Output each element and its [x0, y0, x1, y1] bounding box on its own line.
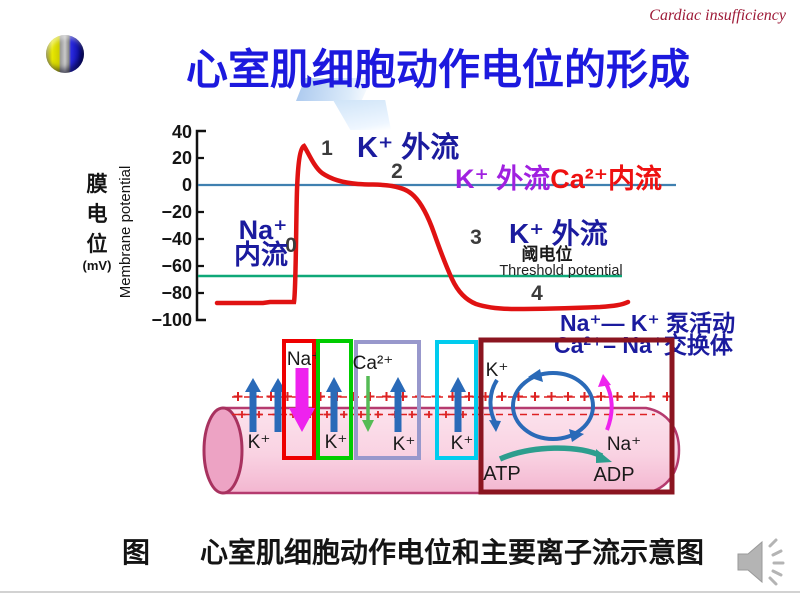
pump-cycle-arrow-bottom — [569, 429, 584, 442]
k-efflux-arrow-2 — [390, 377, 406, 432]
figure-caption: 图 心室肌细胞动作电位和主要离子流示意图 — [122, 531, 704, 571]
atp-label: ATP — [483, 463, 520, 485]
caption-fig-word: 图 — [122, 537, 151, 568]
ytick-40: 40 — [172, 122, 192, 142]
pump-label-line1: Na⁺— K⁺ 泵活动 — [560, 310, 735, 336]
pump-exchanger-box — [478, 337, 675, 495]
pump-k-ion-label: K⁺ — [486, 360, 509, 381]
k-efflux-label-phase1: K⁺ 外流 — [357, 131, 459, 164]
sphere-bullet-icon — [46, 35, 84, 73]
phase-0-label: 0 — [285, 234, 297, 257]
action-potential-curve — [214, 143, 631, 312]
k-efflux-arrow-left-1 — [245, 378, 261, 432]
atp-adp-arrow — [498, 445, 604, 462]
cell-cylinder-cap — [202, 406, 244, 495]
k-efflux-part: K⁺ 外流 — [455, 164, 550, 194]
pump-na-ion-label: Na⁺ — [607, 434, 641, 455]
k-efflux-label-phase3: K⁺ 外流 — [509, 218, 608, 249]
ytick--20: −20 — [161, 202, 192, 222]
k-efflux-arrow-1 — [326, 377, 342, 432]
ytick-0: 0 — [182, 175, 192, 195]
k-ion-label-2: K⁺ — [393, 434, 416, 455]
ytick--40: −40 — [161, 229, 192, 249]
k-ion-label-left: K⁺ — [248, 432, 271, 453]
k-channel-box-1 — [316, 339, 353, 460]
na-influx-arrow — [289, 368, 315, 432]
membrane-diagram: K⁺ Na⁺ K⁺ Ca²⁺ K⁺ K⁺ K⁺ — [202, 337, 681, 495]
y-axis-cn-3: 位 — [87, 232, 108, 256]
phase-4-label: 4 — [531, 282, 543, 305]
pump-na-out-arrow-head — [598, 374, 611, 387]
ytick-20: 20 — [172, 148, 192, 168]
slide-bottom-rule — [0, 591, 800, 593]
ytick--100: −100 — [151, 310, 192, 330]
caption-text: 心室肌细胞动作电位和主要离子流示意图 — [200, 537, 705, 568]
pump-k-in-arrow-head — [489, 420, 501, 432]
y-axis-title: 膜 电 位 (mV) Membrane potential — [83, 166, 134, 299]
k-efflux-arrow-3 — [450, 377, 466, 432]
pump-cycle-arrow-top — [528, 369, 543, 382]
ca-ion-label: Ca²⁺ — [353, 353, 394, 374]
ytick--60: −60 — [161, 256, 192, 276]
action-potential-graph: 40 20 0 −20 −40 −60 −80 −100 膜 电 位 (mV) … — [83, 122, 736, 358]
threshold-label-cn: 阈电位 — [522, 244, 573, 264]
pump-cycle-circle — [511, 371, 595, 441]
atp-adp-arrow-head — [596, 449, 612, 463]
corner-course-label: Cardiac insufficiency — [649, 7, 786, 24]
phase-2-label: 2 — [391, 160, 403, 183]
y-axis-ticks — [197, 156, 204, 295]
title-accent-shape — [296, 78, 372, 101]
na-channel-box — [282, 339, 316, 460]
phase-3-label: 3 — [470, 226, 482, 249]
phase-numbers: 0 1 2 3 4 — [285, 137, 543, 305]
threshold-label-en: Threshold potential — [499, 263, 622, 279]
ca-channel-box — [354, 340, 421, 460]
adp-label: ADP — [593, 464, 634, 486]
pump-label-line2: Ca²⁺– Na⁺交换体 — [554, 332, 734, 358]
ytick--80: −80 — [161, 283, 192, 303]
pump-k-in-arrow — [488, 378, 499, 425]
y-axis-unit: (mV) — [83, 258, 112, 273]
k-efflux-ca-influx-label: K⁺ 外流Ca²⁺内流 — [455, 164, 662, 194]
y-tick-labels: 40 20 0 −20 −40 −60 −80 −100 — [151, 122, 192, 330]
y-axis-cn-1: 膜 — [87, 172, 108, 196]
y-axis-cn-2: 电 — [87, 203, 108, 226]
ca-influx-part: Ca²⁺内流 — [550, 164, 662, 194]
phase-1-label: 1 — [321, 137, 333, 160]
y-axis-en-label: Membrane potential — [117, 166, 134, 299]
slide-title: 心室肌细胞动作电位的形成 — [186, 46, 691, 93]
na-ion-label: Na⁺ — [287, 349, 321, 370]
k-channel-box-3 — [435, 340, 478, 460]
ca-influx-arrow-head — [362, 420, 374, 432]
k-ion-label-3: K⁺ — [451, 433, 474, 454]
speaker-icon[interactable] — [730, 534, 792, 590]
na-influx-label-line1: Na⁺ — [239, 215, 288, 245]
y-axis — [195, 129, 206, 322]
k-ion-label-1: K⁺ — [325, 432, 348, 453]
na-influx-label-line2: 内流 — [234, 240, 288, 270]
